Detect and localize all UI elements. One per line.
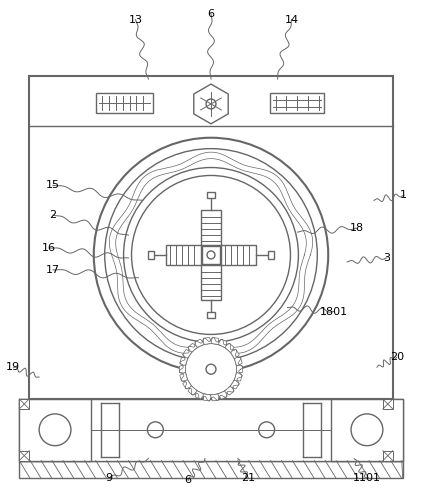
Polygon shape — [230, 379, 239, 389]
Bar — [268, 251, 273, 259]
Bar — [201, 210, 221, 245]
Text: 14: 14 — [284, 14, 298, 25]
Polygon shape — [234, 372, 242, 381]
Polygon shape — [188, 344, 197, 353]
Polygon shape — [230, 349, 239, 359]
Text: 1801: 1801 — [320, 306, 348, 317]
Polygon shape — [211, 394, 219, 401]
Polygon shape — [183, 349, 192, 359]
Bar — [149, 251, 154, 259]
Circle shape — [259, 422, 275, 438]
Text: 21: 21 — [241, 474, 255, 484]
Bar — [207, 311, 215, 317]
Bar — [383, 450, 393, 460]
Circle shape — [351, 414, 383, 446]
Polygon shape — [203, 338, 211, 345]
Polygon shape — [180, 357, 188, 366]
Polygon shape — [218, 339, 227, 348]
Polygon shape — [225, 344, 234, 353]
Text: 2: 2 — [49, 210, 57, 220]
Bar — [19, 399, 29, 409]
Text: 3: 3 — [383, 253, 390, 263]
Circle shape — [185, 344, 237, 395]
Bar — [207, 193, 215, 198]
Polygon shape — [203, 394, 211, 401]
Text: 1101: 1101 — [353, 474, 381, 484]
Polygon shape — [225, 386, 234, 395]
Bar — [221, 245, 256, 265]
Bar — [331, 399, 403, 460]
Bar — [19, 450, 29, 460]
Text: 18: 18 — [350, 223, 364, 233]
Bar — [166, 245, 201, 265]
Text: 15: 15 — [46, 180, 60, 191]
Polygon shape — [188, 386, 197, 395]
Text: 6: 6 — [208, 8, 214, 18]
Text: 13: 13 — [129, 14, 143, 25]
Polygon shape — [211, 338, 219, 345]
Text: 17: 17 — [46, 265, 60, 275]
Bar — [29, 76, 393, 399]
Polygon shape — [183, 379, 192, 389]
Bar — [270, 93, 324, 113]
Text: 9: 9 — [105, 474, 112, 484]
Polygon shape — [195, 391, 204, 399]
Text: 1: 1 — [400, 191, 407, 200]
Bar — [19, 399, 91, 460]
Polygon shape — [236, 365, 243, 373]
Bar — [202, 246, 220, 264]
Polygon shape — [194, 84, 228, 124]
Bar — [201, 265, 221, 299]
Circle shape — [207, 251, 215, 259]
Circle shape — [147, 422, 163, 438]
Bar — [96, 93, 153, 113]
Text: 19: 19 — [6, 362, 20, 372]
Circle shape — [206, 364, 216, 374]
Circle shape — [206, 99, 216, 109]
Circle shape — [94, 138, 328, 372]
Polygon shape — [218, 391, 227, 399]
Circle shape — [39, 414, 71, 446]
Text: 20: 20 — [390, 352, 404, 362]
Text: 6: 6 — [185, 476, 192, 486]
Bar — [19, 460, 403, 479]
Polygon shape — [179, 365, 186, 373]
Bar — [383, 399, 393, 409]
Bar — [19, 399, 403, 460]
Text: 16: 16 — [42, 243, 56, 253]
Polygon shape — [180, 372, 188, 381]
Polygon shape — [234, 357, 242, 366]
Polygon shape — [195, 339, 204, 348]
